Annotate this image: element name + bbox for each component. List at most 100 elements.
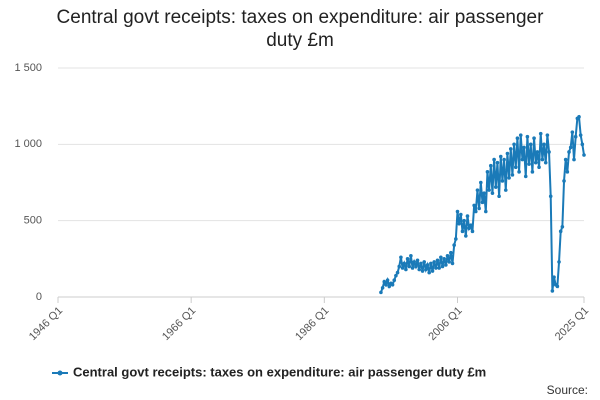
data-point [483,209,488,214]
data-point [565,170,570,174]
x-tick-label: 2006 Q1 [426,305,464,343]
data-point [379,290,383,295]
data-point [555,284,560,289]
data-point [439,255,443,260]
data-point [508,147,513,151]
data-point [562,179,566,183]
data-point [419,261,423,266]
data-point [459,212,463,217]
data-line [379,114,585,293]
data-point [492,157,496,162]
data-point [535,150,540,154]
data-point [429,261,433,266]
data-point [437,266,441,270]
data-point [380,286,385,290]
data-point [452,243,456,247]
data-point [409,253,413,258]
data-point [563,157,568,162]
data-point [410,266,415,270]
data-point [447,260,451,264]
data-point [405,257,410,261]
data-point [427,270,431,275]
data-point [432,260,436,264]
data-point [560,224,565,229]
data-point [525,134,530,139]
data-point [577,115,581,119]
data-point [472,203,476,208]
data-point [434,266,438,270]
data-point [385,278,390,283]
data-point [538,131,543,136]
data-point [532,136,536,141]
data-point [400,266,405,270]
chart-title: Central govt receipts: taxes on expendit… [56,7,544,51]
data-point [417,267,422,272]
data-point [384,282,388,287]
x-tick-label: 2025 Q1 [553,305,591,343]
data-point [395,270,400,275]
y-tick-label: 0 [36,291,42,303]
data-point [570,130,575,134]
data-point [502,157,506,162]
data-point [394,273,398,278]
data-point [430,269,435,273]
data-point [420,269,425,273]
data-point [382,279,387,284]
data-point [470,229,475,234]
data-point [543,160,548,165]
data-point [520,157,525,162]
data-point [474,209,478,214]
x-tick-label: 1946 Q1 [27,305,65,343]
data-point [547,150,551,154]
data-point [392,278,397,283]
data-point [523,174,528,179]
data-point [513,165,518,170]
legend-label: Central govt receipts: taxes on expendit… [73,364,486,379]
data-point [567,150,571,154]
data-point [505,151,510,156]
data-point [454,237,458,241]
data-point [518,133,523,137]
data-point [399,255,403,260]
data-point [449,250,453,255]
data-point [490,191,495,195]
x-tick-label: 1966 Q1 [160,305,198,343]
data-point [412,260,417,264]
data-point [517,170,521,174]
data-point [464,234,468,238]
data-point [425,263,430,267]
data-point [582,153,586,157]
data-point [467,226,471,231]
source: Source: [547,383,588,397]
data-point [503,188,508,192]
data-point [450,261,455,266]
data-point [435,258,440,263]
data-point [457,221,461,226]
data-point [465,214,470,218]
legend-swatch-dot [57,370,63,376]
data-point [493,185,498,189]
data-point [387,284,392,289]
data-point [440,264,445,269]
data-point [530,170,535,174]
data-point [498,154,503,159]
data-point [497,194,501,199]
data-point [580,142,585,147]
data-point [512,142,516,147]
y-tick-label: 1 000 [14,138,42,150]
data-point [568,145,573,150]
data-point [469,223,473,228]
data-point [415,258,420,263]
data-point [537,165,541,170]
data-point [527,162,531,166]
data-point [550,289,555,293]
data-point [407,264,412,269]
data-point [445,253,450,258]
data-point [482,191,486,195]
data-point [444,263,448,267]
data-point [455,209,460,214]
data-point [558,229,563,234]
data-point [542,142,546,147]
